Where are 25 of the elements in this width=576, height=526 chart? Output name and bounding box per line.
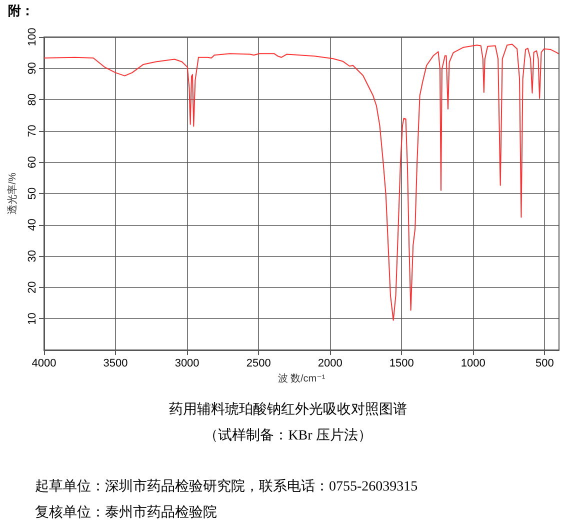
y-tick-label: 70	[26, 124, 38, 138]
text: （试样制备：KBr 压片法）	[204, 428, 372, 444]
x-tick-label: 1000	[460, 358, 486, 370]
y-tick-label: 90	[26, 62, 38, 74]
y-tick-label: 80	[26, 93, 38, 106]
x-tick-label: 2500	[246, 358, 271, 370]
y-tick-label: 10	[26, 312, 38, 325]
y-tick-label: 60	[26, 156, 38, 168]
y-axis-title: 透光率/%	[6, 172, 18, 214]
x-tick-label: 1500	[389, 358, 414, 370]
text: 起草单位：深圳市药品检验研究院，联系电话：0755-26039315	[35, 478, 418, 494]
text: 复核单位：泰州市药品检验院	[35, 504, 217, 520]
x-tick-label: 4000	[32, 358, 56, 370]
text: 附：	[8, 3, 34, 18]
x-tick-label: 500	[536, 358, 554, 370]
y-tick-label: 50	[26, 187, 38, 200]
x-tick-label: 2000	[318, 358, 342, 370]
y-tick-label: 30	[26, 250, 38, 262]
x-tick-label: 3000	[174, 358, 200, 370]
y-tick-label: 20	[26, 281, 38, 294]
text: 药用辅料琥珀酸钠红外光吸收对照图谱	[169, 402, 407, 418]
y-tick-label: 40	[26, 218, 38, 231]
x-axis-title: 波 数/cm⁻¹	[278, 372, 326, 384]
x-tick-label: 3500	[103, 358, 128, 370]
y-tick-label: 100	[26, 28, 38, 46]
